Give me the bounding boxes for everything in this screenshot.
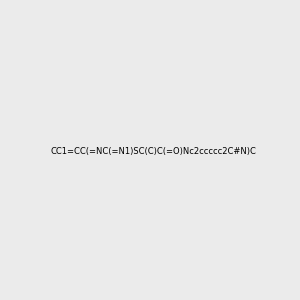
Text: CC1=CC(=NC(=N1)SC(C)C(=O)Nc2ccccc2C#N)C: CC1=CC(=NC(=N1)SC(C)C(=O)Nc2ccccc2C#N)C bbox=[51, 147, 257, 156]
